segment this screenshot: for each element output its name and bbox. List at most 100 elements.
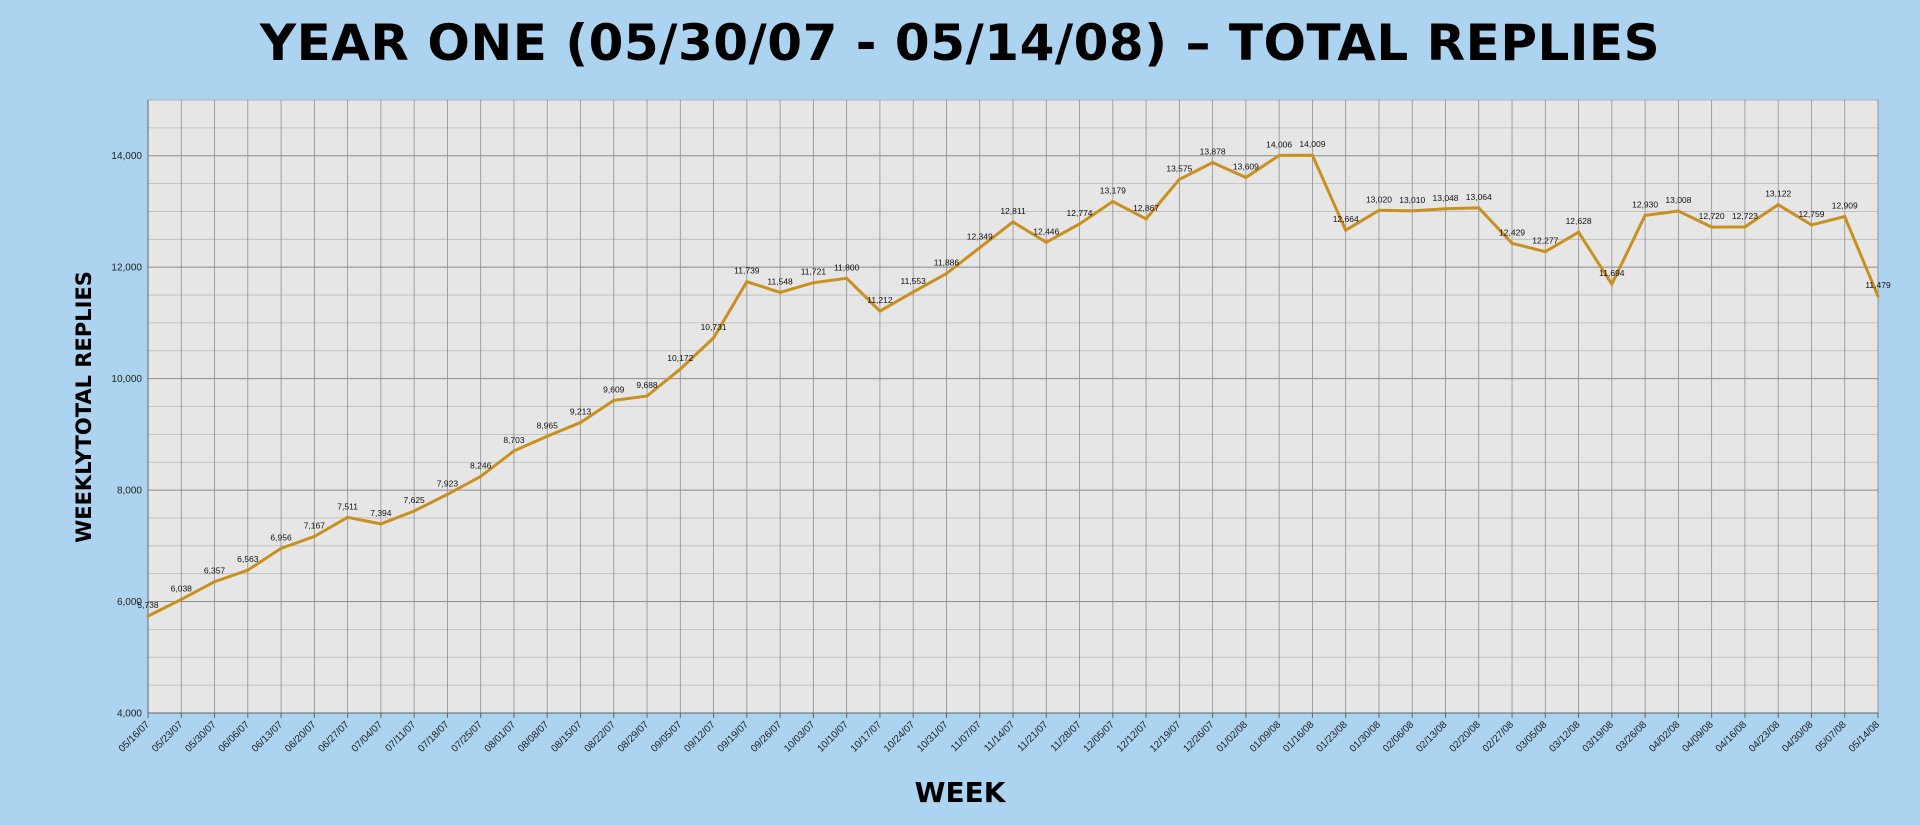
x-tick-label: 07/11/07 — [383, 719, 418, 754]
data-point — [678, 367, 682, 371]
data-label: 8,965 — [537, 420, 559, 430]
data-point — [1876, 294, 1880, 298]
y-tick-label: 4,000 — [117, 709, 142, 720]
y-tick-label: 6,000 — [117, 597, 142, 608]
data-label: 6,038 — [171, 583, 193, 593]
data-label: 12,867 — [1133, 203, 1159, 213]
data-point — [978, 246, 982, 250]
x-tick-label: 04/16/08 — [1714, 719, 1750, 755]
data-label: 13,122 — [1765, 189, 1791, 199]
data-label: 11,721 — [801, 267, 827, 277]
data-label: 11,553 — [901, 276, 927, 286]
data-point — [1610, 282, 1614, 286]
data-label: 12,930 — [1632, 199, 1658, 209]
data-point — [379, 522, 383, 526]
data-label: 11,548 — [767, 276, 793, 286]
x-tick-label: 12/12/07 — [1115, 719, 1151, 755]
data-label: 11,739 — [734, 266, 760, 276]
x-tick-label: 11/28/07 — [1049, 719, 1084, 754]
x-tick-label: 09/12/07 — [682, 719, 718, 755]
x-tick-label: 04/23/08 — [1747, 719, 1783, 755]
data-label: 12,723 — [1732, 211, 1758, 221]
x-tick-label: 07/04/07 — [350, 719, 386, 755]
x-tick-label: 02/20/08 — [1448, 719, 1484, 755]
x-tick-label: 10/10/07 — [815, 719, 851, 755]
data-label: 10,731 — [701, 322, 727, 332]
data-label: 6,563 — [237, 554, 259, 564]
data-point — [1809, 223, 1813, 227]
x-tick-label: 09/26/07 — [749, 719, 785, 755]
x-tick-label: 08/29/07 — [616, 719, 652, 755]
data-label: 13,575 — [1166, 163, 1192, 173]
data-point — [845, 276, 849, 280]
data-label: 12,446 — [1033, 226, 1059, 236]
data-label: 12,349 — [967, 232, 993, 242]
x-tick-label: 06/13/07 — [250, 719, 286, 755]
x-tick-label: 10/17/07 — [849, 719, 885, 755]
x-tick-label: 03/26/08 — [1614, 719, 1650, 755]
data-point — [1078, 222, 1082, 226]
data-point — [445, 492, 449, 496]
data-point — [1177, 177, 1181, 181]
x-tick-label: 01/09/08 — [1248, 719, 1284, 755]
x-tick-label: 05/14/08 — [1847, 719, 1883, 755]
data-label: 13,008 — [1665, 195, 1691, 205]
x-tick-label: 08/01/07 — [483, 719, 519, 755]
data-point — [878, 309, 882, 313]
x-tick-label: 11/14/07 — [982, 719, 1017, 754]
data-point — [512, 449, 516, 453]
data-label: 11,479 — [1865, 280, 1891, 290]
x-tick-label: 04/09/08 — [1680, 719, 1716, 755]
data-point — [645, 394, 649, 398]
data-point — [612, 398, 616, 402]
data-label: 14,009 — [1299, 139, 1325, 149]
data-label: 12,774 — [1067, 208, 1093, 218]
data-point — [1776, 203, 1780, 207]
data-label: 5,738 — [137, 600, 159, 610]
x-tick-label: 05/23/07 — [150, 719, 186, 755]
data-point — [479, 474, 483, 478]
x-tick-label: 04/02/08 — [1647, 719, 1683, 755]
data-label: 8,703 — [503, 435, 525, 445]
y-tick-label: 12,000 — [111, 263, 142, 274]
data-label: 13,179 — [1100, 185, 1126, 195]
chart-title: YEAR ONE (05/30/07 - 05/14/08) – TOTAL R… — [259, 14, 1661, 72]
x-tick-label: 05/30/07 — [183, 719, 219, 755]
x-tick-label: 10/24/07 — [882, 719, 918, 755]
data-label: 13,010 — [1399, 195, 1425, 205]
data-point — [1244, 176, 1248, 180]
data-label: 13,020 — [1366, 194, 1392, 204]
data-label: 14,006 — [1266, 139, 1292, 149]
x-tick-label: 04/30/08 — [1780, 719, 1816, 755]
x-tick-label: 12/26/07 — [1181, 719, 1217, 755]
data-point — [1044, 240, 1048, 244]
x-tick-label: 08/08/07 — [516, 719, 552, 755]
x-tick-label: 12/19/07 — [1148, 719, 1184, 755]
x-tick-label: 01/16/08 — [1281, 719, 1317, 755]
data-label: 7,511 — [337, 501, 358, 511]
data-point — [1577, 230, 1581, 234]
x-tick-label: 07/18/07 — [416, 719, 452, 755]
data-label: 13,878 — [1200, 147, 1226, 157]
data-label: 12,628 — [1566, 216, 1592, 226]
data-label: 12,664 — [1333, 214, 1359, 224]
x-tick-label: 08/22/07 — [583, 719, 619, 755]
data-point — [146, 614, 150, 618]
data-point — [213, 580, 217, 584]
data-point — [1743, 225, 1747, 229]
data-point — [712, 336, 716, 340]
x-tick-label: 06/20/07 — [283, 719, 319, 755]
data-label: 8,246 — [470, 460, 492, 470]
x-tick-label: 01/30/08 — [1348, 719, 1384, 755]
data-point — [1310, 153, 1314, 157]
data-point — [1277, 153, 1281, 157]
x-tick-label: 03/05/08 — [1514, 719, 1550, 755]
x-tick-label: 05/16/07 — [117, 719, 153, 755]
x-tick-label: 02/13/08 — [1414, 719, 1450, 755]
data-point — [1011, 220, 1015, 224]
x-tick-label: 11/07/07 — [949, 719, 984, 754]
y-tick-label: 8,000 — [117, 486, 142, 497]
data-point — [1843, 215, 1847, 219]
data-point — [179, 597, 183, 601]
x-tick-label: 06/06/07 — [217, 719, 253, 755]
